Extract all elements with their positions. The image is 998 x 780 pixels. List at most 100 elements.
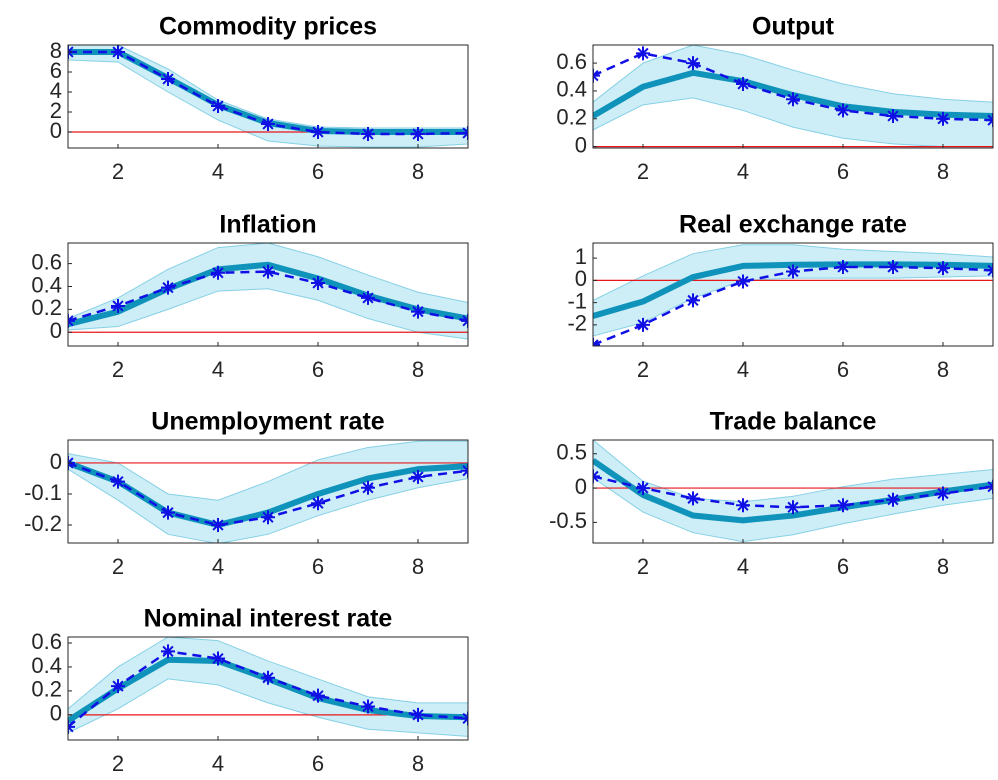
x-tick-label: 2 bbox=[112, 751, 124, 776]
asterisk-marker bbox=[786, 264, 800, 279]
x-tick-label: 4 bbox=[212, 357, 224, 382]
asterisk-marker bbox=[936, 486, 950, 501]
x-tick-label: 8 bbox=[412, 554, 424, 579]
asterisk-marker bbox=[311, 496, 325, 511]
x-tick-label: 6 bbox=[312, 357, 324, 382]
x-tick-label: 6 bbox=[837, 159, 849, 184]
axes-box bbox=[592, 439, 994, 544]
axes-box bbox=[592, 44, 994, 149]
x-tick-label: 8 bbox=[937, 554, 949, 579]
asterisk-marker bbox=[311, 276, 325, 291]
asterisk-marker bbox=[686, 56, 700, 71]
y-tick-label: -0.5 bbox=[549, 508, 587, 533]
asterisk-marker bbox=[786, 92, 800, 107]
x-tick-label: 4 bbox=[737, 159, 749, 184]
asterisk-marker bbox=[111, 474, 125, 489]
asterisk-marker bbox=[211, 651, 225, 666]
subplot-title: Commodity prices bbox=[159, 13, 377, 41]
x-tick-label: 8 bbox=[412, 751, 424, 776]
asterisk-marker bbox=[736, 274, 750, 289]
subplot: Trade balance -0.5 0 0.5 2 4 6 8 bbox=[549, 408, 994, 579]
asterisk-marker bbox=[736, 76, 750, 91]
y-tick-label: -1 bbox=[567, 288, 587, 313]
plot-area bbox=[68, 637, 468, 737]
y-tick-label: 0 bbox=[50, 701, 62, 726]
y-tick-label: 0 bbox=[575, 266, 587, 291]
asterisk-marker bbox=[361, 290, 375, 305]
x-tick-label: 6 bbox=[837, 554, 849, 579]
x-tick-label: 2 bbox=[637, 554, 649, 579]
y-tick-label: -2 bbox=[567, 311, 587, 336]
asterisk-marker bbox=[411, 707, 425, 722]
asterisk-marker bbox=[161, 280, 175, 295]
asterisk-marker bbox=[261, 264, 275, 279]
subplot: Real exchange rate -2-101 2 4 6 8 bbox=[567, 211, 994, 382]
asterisk-marker bbox=[411, 127, 425, 141]
y-tick-label: 0.4 bbox=[31, 272, 62, 297]
x-tick-label: 6 bbox=[837, 357, 849, 382]
asterisk-marker bbox=[686, 491, 700, 506]
asterisk-marker bbox=[261, 510, 275, 525]
x-tick-label: 6 bbox=[312, 159, 324, 184]
subplot-title: Output bbox=[752, 13, 835, 41]
x-tick-label: 6 bbox=[312, 554, 324, 579]
x-tick-label: 8 bbox=[937, 159, 949, 184]
y-tick-label: 8 bbox=[50, 38, 62, 63]
plot-area bbox=[593, 244, 993, 346]
asterisk-marker bbox=[361, 480, 375, 495]
asterisk-marker bbox=[161, 505, 175, 520]
median-line bbox=[593, 458, 993, 524]
asterisk-marker bbox=[161, 644, 175, 659]
y-tick-label: 6 bbox=[50, 58, 62, 83]
y-tick-label: 0 bbox=[575, 132, 587, 157]
x-tick-label: 2 bbox=[112, 554, 124, 579]
asterisk-marker bbox=[936, 261, 950, 276]
y-tick-label: 0.6 bbox=[556, 49, 587, 74]
subplot: Output 00.2 0.4 0.6 2 4 6 8 bbox=[556, 13, 994, 184]
asterisk-marker bbox=[411, 304, 425, 319]
asterisk-marker bbox=[886, 108, 900, 123]
confidence-band bbox=[68, 440, 468, 543]
x-tick-label: 2 bbox=[112, 159, 124, 184]
asterisk-marker bbox=[936, 111, 950, 126]
subplot-title: Nominal interest rate bbox=[144, 605, 393, 633]
asterisk-marker bbox=[211, 265, 225, 280]
asterisk-marker bbox=[361, 127, 375, 141]
asterisk-marker bbox=[361, 699, 375, 714]
x-tick-label: 4 bbox=[737, 554, 749, 579]
y-tick-label: 0 bbox=[50, 318, 62, 343]
y-tick-label: 0 bbox=[50, 449, 62, 474]
asterisk-marker bbox=[886, 260, 900, 275]
asterisk-marker bbox=[836, 260, 850, 275]
x-tick-label: 2 bbox=[637, 357, 649, 382]
x-tick-label: 4 bbox=[737, 357, 749, 382]
asterisk-marker bbox=[311, 125, 325, 139]
asterisk-marker bbox=[211, 518, 225, 533]
confidence-band bbox=[68, 637, 468, 737]
subplot: Inflation 00.20.40.6 2 4 6 8 bbox=[31, 211, 469, 382]
x-tick-label: 4 bbox=[212, 554, 224, 579]
y-tick-label: 0.2 bbox=[31, 295, 62, 320]
y-tick-label: 0.4 bbox=[556, 77, 587, 102]
subplot-title: Inflation bbox=[219, 211, 316, 239]
asterisk-marker bbox=[261, 670, 275, 685]
plot-area bbox=[68, 45, 468, 148]
asterisk-marker bbox=[211, 99, 225, 113]
confidence-band bbox=[593, 244, 993, 337]
plot-area bbox=[593, 440, 993, 543]
asterisk-marker bbox=[636, 46, 650, 61]
y-tick-label: 4 bbox=[50, 78, 62, 103]
asterisk-marker bbox=[111, 45, 125, 59]
asterisk-marker bbox=[161, 72, 175, 86]
asterisk-marker bbox=[686, 293, 700, 308]
x-tick-label: 8 bbox=[937, 357, 949, 382]
x-tick-label: 2 bbox=[637, 159, 649, 184]
x-tick-label: 8 bbox=[412, 357, 424, 382]
asterisk-marker bbox=[636, 481, 650, 496]
y-tick-label: 0.2 bbox=[31, 677, 62, 702]
axes-box bbox=[67, 636, 469, 741]
asterisk-marker bbox=[111, 298, 125, 313]
y-tick-label: 0.6 bbox=[31, 249, 62, 274]
y-tick-label: 0 bbox=[575, 474, 587, 499]
subplot: Nominal interest rate 00.20.40.6 2 4 6 8 bbox=[31, 605, 469, 776]
